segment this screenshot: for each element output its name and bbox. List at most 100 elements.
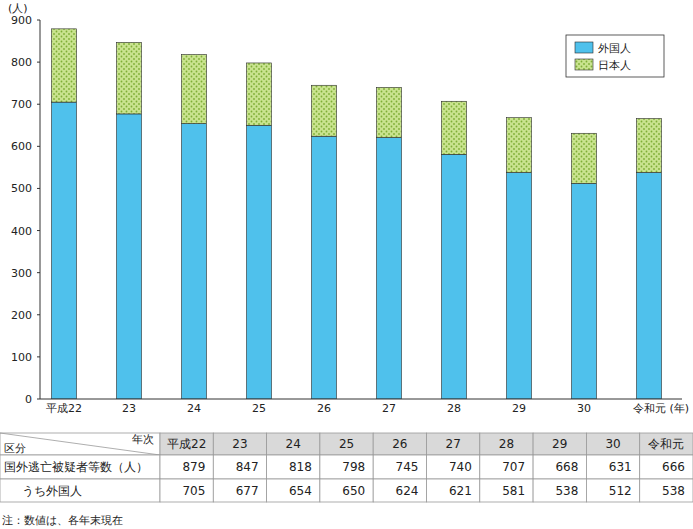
table-corner-bottom: 区分 (4, 442, 26, 455)
y-tick-label: 300 (11, 267, 32, 280)
bar-segment (117, 42, 142, 114)
table-header-cell (267, 433, 320, 455)
table-value: 707 (502, 460, 525, 474)
table-header-cell (320, 433, 373, 455)
table-header-cell (373, 433, 426, 455)
table-header-cell (427, 433, 480, 455)
y-tick-label: 800 (11, 56, 32, 69)
table-value: 621 (449, 484, 472, 498)
table-cell (267, 455, 320, 479)
legend-box (566, 35, 664, 77)
bar-segment (377, 87, 402, 137)
bar-segment (572, 133, 597, 183)
table-value: 650 (342, 484, 365, 498)
table-value: 677 (236, 484, 259, 498)
table-cell (373, 455, 426, 479)
bar-segment (312, 85, 337, 136)
x-axis-label: (年) (669, 402, 689, 415)
bar-segment (182, 55, 207, 124)
table-header: 27 (446, 437, 461, 451)
bar-segment (52, 102, 77, 399)
bar-segment (182, 124, 207, 399)
table-header-cell (480, 433, 533, 455)
x-tick-label: 29 (512, 402, 526, 415)
bar-segment (637, 119, 662, 173)
table-value: 631 (609, 460, 632, 474)
x-tick-label: 25 (252, 402, 266, 415)
table-cell (480, 479, 533, 502)
table-row-label-cell (0, 455, 160, 479)
table-header-cell (640, 433, 693, 455)
table-header: 30 (605, 437, 620, 451)
table-header: 24 (286, 437, 301, 451)
table-cell (213, 479, 266, 502)
figure: (人)0100200300400500600700800900平成2223242… (0, 0, 693, 529)
bar-segment (507, 118, 532, 173)
bar-segment (247, 125, 272, 399)
table-header: 平成22 (167, 437, 206, 451)
y-tick-label: 500 (11, 182, 32, 195)
bar-segment (312, 136, 337, 399)
table-row-label: うち外国人 (22, 484, 82, 498)
bar-segment (52, 29, 77, 102)
table-cell (427, 455, 480, 479)
table-value: 666 (662, 460, 685, 474)
table-corner-top: 年次 (132, 433, 154, 446)
table-header: 25 (339, 437, 354, 451)
table-value: 740 (449, 460, 472, 474)
table-header-cell (213, 433, 266, 455)
table-cell (213, 455, 266, 479)
x-tick-label: 27 (382, 402, 396, 415)
table-header: 28 (499, 437, 514, 451)
table-value: 745 (396, 460, 419, 474)
x-axis (40, 399, 682, 400)
table-cell (320, 479, 373, 502)
table-cell (267, 479, 320, 502)
table-cell (586, 479, 639, 502)
bar-segment (637, 172, 662, 399)
y-tick-label: 900 (11, 14, 32, 27)
table-value: 705 (182, 484, 205, 498)
legend-swatch (575, 42, 593, 53)
footnote: 注：数値は、各年末現在 (2, 514, 123, 527)
x-tick-label: 26 (317, 402, 331, 415)
table-value: 847 (236, 460, 259, 474)
table-value: 668 (555, 460, 578, 474)
table-header: 令和元 (648, 437, 684, 451)
table-value: 538 (555, 484, 578, 498)
x-tick-label: 24 (187, 402, 201, 415)
legend-swatch (575, 59, 593, 70)
y-tick-label: 100 (11, 351, 32, 364)
table-cell (586, 455, 639, 479)
x-tick-label: 23 (122, 402, 136, 415)
table-cell (533, 455, 586, 479)
table-corner (0, 433, 160, 455)
x-tick-label: 28 (447, 402, 461, 415)
table-row-label-cell (0, 479, 160, 502)
y-tick-label: 400 (11, 225, 32, 238)
table-row-label: 国外逃亡被疑者等数（人） (4, 460, 148, 474)
bar-segment (247, 63, 272, 125)
bar-segment (377, 137, 402, 399)
x-tick-label: 平成22 (46, 402, 82, 415)
table-cell (160, 479, 213, 502)
table-cell (640, 455, 693, 479)
bar-segment (507, 172, 532, 399)
table-header: 23 (232, 437, 247, 451)
table-value: 798 (342, 460, 365, 474)
table-cell (480, 455, 533, 479)
bar-segment (442, 101, 467, 154)
table-value: 581 (502, 484, 525, 498)
table-header: 29 (552, 437, 567, 451)
data-table: 年次区分平成222324252627282930令和元国外逃亡被疑者等数（人）8… (0, 433, 693, 502)
legend-label: 外国人 (598, 42, 631, 55)
table-cell (160, 455, 213, 479)
legend: 外国人日本人 (566, 35, 664, 77)
y-tick-label: 700 (11, 98, 32, 111)
y-tick-label: 600 (11, 140, 32, 153)
table-header-cell (160, 433, 213, 455)
table-cell (427, 479, 480, 502)
table-value: 654 (289, 484, 312, 498)
table-value: 538 (662, 484, 685, 498)
table-value: 624 (396, 484, 419, 498)
